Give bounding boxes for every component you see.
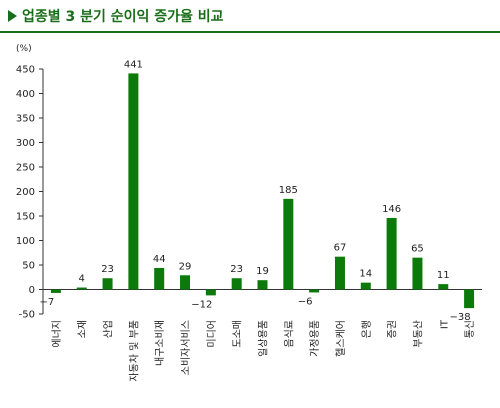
y-tick-label: 300 [16,138,35,149]
x-tick-label: 부동산 [412,320,424,348]
x-tick-label: 헬스케어 [335,320,347,357]
data-label: 11 [437,270,450,281]
data-label: 44 [153,254,166,265]
y-tick-label: 450 [16,65,35,76]
x-tick-label: 에너지 [51,320,63,348]
data-label: 4 [79,274,85,285]
x-tick-label: 도소매 [232,320,244,348]
y-tick-label: 250 [16,163,35,174]
bar [412,257,423,290]
y-ticks: -50 0 50 100 150 200 250 300 350 400 450 [16,65,43,321]
x-tick-label: 은행 [361,320,373,338]
x-tick-label: 음식료 [283,320,295,348]
chart-title: 업종별 3 분기 순이익 증가율 비교 [22,9,224,25]
bar [180,275,191,290]
x-tick-label: 증권 [387,320,399,338]
y-tick-label: 350 [16,114,35,125]
x-tick-label: IT [439,319,450,329]
y-tick-label: 0 [29,285,35,296]
y-tick-label: -50 [19,310,35,321]
triangle-bullet-icon [8,10,17,22]
title-bar: 업종별 3 분기 순이익 증가율 비교 [0,0,500,33]
bars [50,73,475,309]
data-label: 146 [382,204,401,215]
bar [283,198,294,290]
bar [309,289,320,293]
data-label: 19 [256,266,269,277]
x-tick-label: 미디어 [206,320,218,348]
bar [334,256,345,290]
x-tick-label: 소비자서비스 [180,320,192,375]
bar [257,280,268,290]
data-label: 185 [279,185,298,196]
data-label: 65 [411,244,424,255]
data-label: 23 [230,264,243,275]
bar [360,282,371,290]
data-label: 441 [124,59,143,70]
data-label: −38 [450,312,471,323]
bar [76,287,87,290]
bar [128,73,139,290]
bar [438,284,449,290]
data-label: 23 [101,264,114,275]
x-tick-label: 내구소비재 [154,320,166,366]
y-unit-label: (%) [16,44,32,54]
y-tick-label: 200 [16,187,35,198]
bar [386,217,397,290]
x-tick-label: 통신 [464,320,476,338]
y-tick-label: 50 [22,261,35,272]
bar [464,289,475,309]
data-label: −12 [191,299,212,310]
data-labels: −7 4 23 441 44 29 −12 23 19 185 −6 67 14 146 65 11 −38 [40,59,471,323]
y-tick-label: 150 [16,212,35,223]
data-label: 29 [179,261,192,272]
bar [154,267,165,290]
x-tick-label: 산업 [102,320,115,338]
x-tick-label: 일상용품 [258,320,270,357]
bar [102,278,113,290]
x-tick-label: 가정용품 [309,320,321,357]
data-label: −6 [298,296,313,307]
data-label: 14 [359,269,372,280]
title-divider [0,31,500,33]
y-tick-label: 100 [16,236,35,247]
category-labels: 에너지 소재 산업 자동차 및 부품 내구소비재 소비자서비스 미디어 도소매 일상용품 음식료 가… [51,319,476,381]
x-tick-label: 소재 [77,320,89,338]
y-tick-label: 400 [16,89,35,100]
bar [231,278,242,290]
data-label: −7 [40,297,55,308]
bar [205,289,216,296]
data-label: 67 [334,243,347,254]
bar [50,289,61,293]
x-tick-label: 자동차 및 부품 [128,320,140,382]
